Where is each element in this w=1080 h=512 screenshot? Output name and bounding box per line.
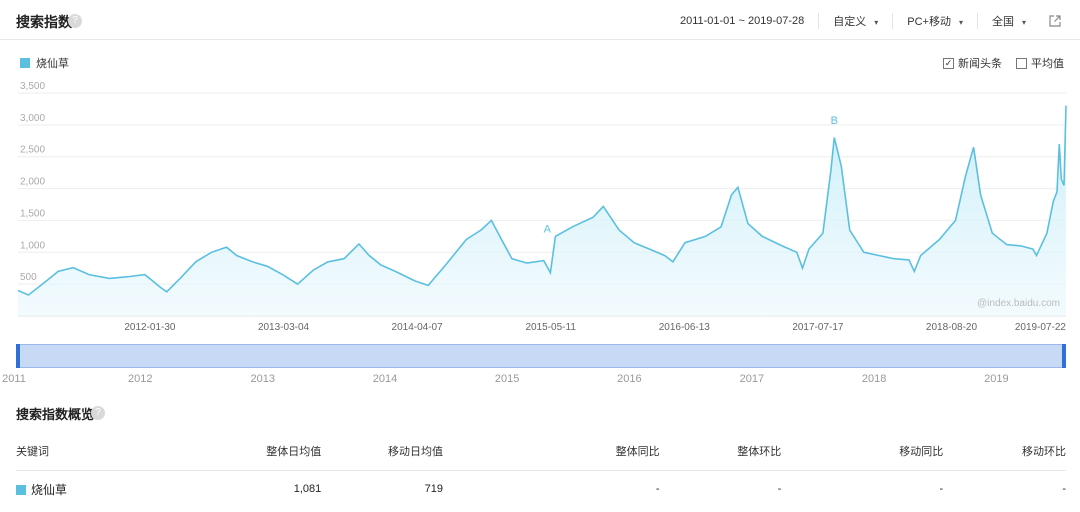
slider-year-label: 2019 (984, 373, 1009, 385)
series-line (17, 105, 1067, 296)
custom-date-dropdown[interactable]: 自定义 ▾ (818, 13, 892, 29)
chart-legend: 烧仙草 (20, 55, 69, 71)
annotation-marker: B (831, 115, 838, 127)
region-dropdown[interactable]: 全国 ▾ (976, 13, 1040, 29)
chart-options: ✓ 新闻头条 平均值 (929, 55, 1064, 71)
col-mobile-mom: 移动环比 (943, 432, 1066, 471)
y-tick-label: 2,000 (20, 177, 45, 188)
legend-label: 烧仙草 (36, 58, 69, 70)
overview-table: 关键词 整体日均值 移动日均值 整体同比 整体环比 移动同比 移动环比 烧仙草 … (16, 432, 1066, 508)
y-tick-label: 1,000 (20, 240, 45, 251)
slider-year-label: 2016 (617, 373, 642, 385)
keyword-cell: 烧仙草 (16, 470, 150, 508)
keyword-swatch (16, 484, 26, 495)
col-overall-yoy: 整体同比 (442, 432, 660, 471)
average-label: 平均值 (1031, 58, 1064, 70)
slider-year-label: 2013 (250, 373, 275, 385)
slider-year-label: 2017 (739, 373, 765, 385)
custom-date-label: 自定义 (833, 16, 867, 28)
table-header-row: 关键词 整体日均值 移动日均值 整体同比 整体环比 移动同比 移动环比 (16, 432, 1066, 471)
x-tick-label: 2017-07-17 (792, 322, 844, 333)
mobile-yoy-cell: - (939, 483, 944, 496)
device-label: PC+移动 (907, 16, 951, 28)
range-handle-right[interactable] (1062, 344, 1066, 368)
slider-year-label: 2011 (2, 373, 26, 385)
legend-swatch (20, 58, 30, 68)
y-tick-label: 3,000 (20, 113, 45, 124)
col-mobile-avg: 移动日均值 (321, 432, 443, 471)
chevron-down-icon: ▾ (1021, 18, 1026, 27)
range-handle-left[interactable] (16, 344, 20, 368)
date-range-text: 2011-01-01 ~ 2019-07-28 (679, 15, 805, 27)
watermark: @index.baidu.com (977, 298, 1060, 309)
overall-mom-cell: - (777, 483, 782, 496)
help-icon[interactable]: ? (91, 406, 105, 420)
x-tick-label: 2019-07-22 (1015, 322, 1067, 333)
external-link-icon[interactable] (1048, 14, 1064, 28)
y-tick-label: 1,500 (20, 208, 45, 219)
overview-title: 搜索指数概览 (16, 407, 95, 422)
x-tick-label: 2012-01-30 (124, 322, 176, 333)
chevron-down-icon: ▾ (958, 18, 963, 27)
news-headlines-toggle[interactable]: ✓ 新闻头条 (943, 55, 1002, 71)
device-dropdown[interactable]: PC+移动 ▾ (892, 13, 977, 29)
checkbox-icon[interactable] (1016, 57, 1027, 69)
table-row: 烧仙草 1,081 719 - - - - (16, 470, 1066, 508)
header-bar: 搜索指数 ? 2011-01-01 ~ 2019-07-28 自定义 ▾ PC+移… (0, 0, 1080, 40)
x-tick-label: 2015-05-11 (525, 322, 576, 333)
col-overall-mom: 整体环比 (659, 432, 782, 471)
slider-year-axis: 2011 2012 2013 2014 2015 2016 2017 2018 2019 (0, 373, 1080, 387)
overall-yoy-cell: - (655, 483, 660, 496)
slider-year-label: 2012 (127, 373, 153, 385)
search-index-chart[interactable]: 3,500 3,000 2,500 2,000 1,500 1,000 500 2012-0… (0, 80, 1080, 335)
col-mobile-yoy: 移动同比 (781, 432, 944, 471)
keyword-text: 烧仙草 (31, 482, 68, 497)
col-overall-avg: 整体日均值 (150, 432, 322, 471)
page-title: 搜索指数 (16, 14, 72, 30)
chevron-down-icon: ▾ (874, 18, 879, 27)
x-tick-label: 2016-06-13 (659, 322, 711, 333)
y-tick-label: 2,500 (20, 145, 45, 156)
annotation-marker: A (544, 223, 552, 235)
y-tick-label: 500 (20, 272, 37, 283)
y-tick-label: 3,500 (20, 81, 45, 92)
x-tick-label: 2018-08-20 (926, 322, 978, 333)
y-axis: 3,500 3,000 2,500 2,000 1,500 1,000 500 (20, 81, 45, 283)
series-area (18, 105, 1066, 316)
help-icon[interactable]: ? (68, 14, 82, 28)
region-label: 全国 (991, 16, 1014, 28)
slider-year-label: 2014 (372, 373, 398, 385)
x-axis: 2012-01-30 2013-03-04 2014-04-07 2015-05-11… (124, 322, 1066, 333)
col-keyword: 关键词 (16, 432, 151, 471)
checkbox-checked-icon[interactable]: ✓ (943, 57, 954, 69)
x-tick-label: 2014-04-07 (392, 322, 444, 333)
date-range-display[interactable]: 2011-01-01 ~ 2019-07-28 (666, 15, 818, 27)
x-tick-label: 2013-03-04 (258, 322, 310, 333)
news-headlines-label: 新闻头条 (958, 58, 1002, 70)
date-range-slider-track[interactable] (18, 344, 1066, 368)
slider-year-label: 2015 (494, 373, 520, 385)
filter-controls: 2011-01-01 ~ 2019-07-28 自定义 ▾ PC+移动 ▾ 全国 ▾ (666, 13, 1064, 29)
mobile-mom-cell: - (1062, 483, 1066, 496)
overall-avg-cell: 1,081 (293, 483, 322, 496)
mobile-avg-cell: 719 (424, 483, 443, 496)
average-toggle[interactable]: 平均值 (1016, 55, 1064, 71)
annotations: AB (544, 115, 838, 235)
slider-year-label: 2018 (861, 373, 887, 385)
